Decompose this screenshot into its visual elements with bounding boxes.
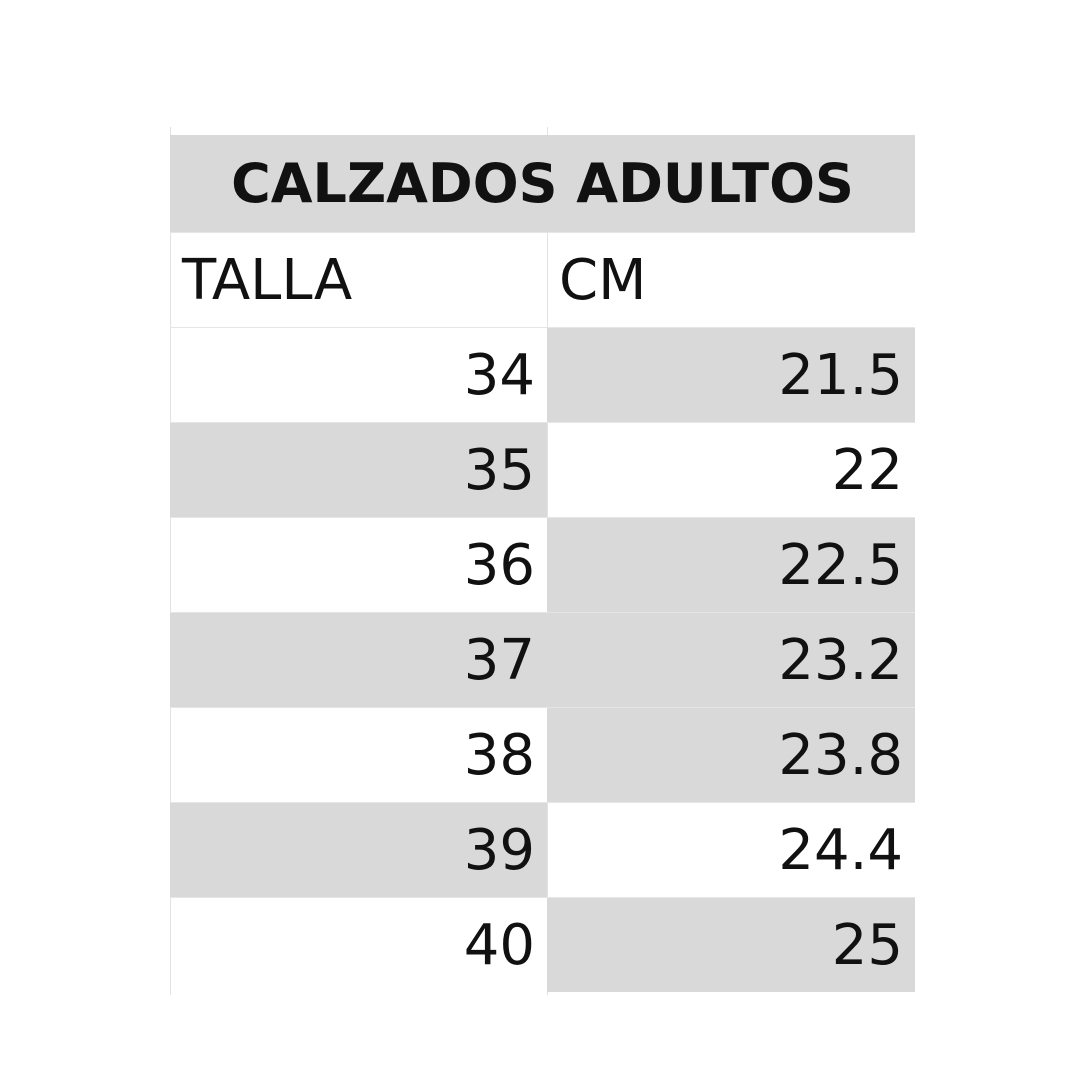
header-talla: TALLA (182, 247, 353, 313)
cell-cm: 25 (547, 898, 915, 992)
cell-cm: 21.5 (547, 328, 915, 422)
cell-cm: 23.8 (547, 708, 915, 802)
table-row: 39 24.4 (170, 802, 915, 897)
gridline-left (170, 127, 171, 995)
cell-talla: 38 (463, 722, 535, 788)
cell-talla: 40 (463, 912, 535, 978)
cell-talla: 37 (170, 613, 547, 707)
table-title: CALZADOS ADULTOS (170, 135, 915, 232)
cell-cm: 22.5 (547, 518, 915, 612)
cell-talla: 34 (463, 342, 535, 408)
header-cm: CM (559, 247, 647, 313)
table-row: 35 22 (170, 422, 915, 517)
table-row: 34 21.5 (170, 327, 915, 422)
table-body: 34 21.5 35 22 36 22.5 37 23.2 38 23.8 39 24.4 40 25 (170, 327, 915, 992)
cell-talla: 36 (463, 532, 535, 598)
table-row: 36 22.5 (170, 517, 915, 612)
cell-cm: 24.4 (778, 817, 903, 883)
table-row: 40 25 (170, 897, 915, 992)
table-row: 37 23.2 (170, 612, 915, 707)
header-row: TALLA CM (170, 232, 915, 327)
cell-cm: 23.2 (547, 613, 915, 707)
cell-talla: 39 (170, 803, 547, 897)
size-table: CALZADOS ADULTOS TALLA CM 34 21.5 35 22 36 22… (170, 135, 915, 992)
table-row: 38 23.8 (170, 707, 915, 802)
cell-talla: 35 (170, 423, 547, 517)
cell-cm: 22 (831, 437, 903, 503)
